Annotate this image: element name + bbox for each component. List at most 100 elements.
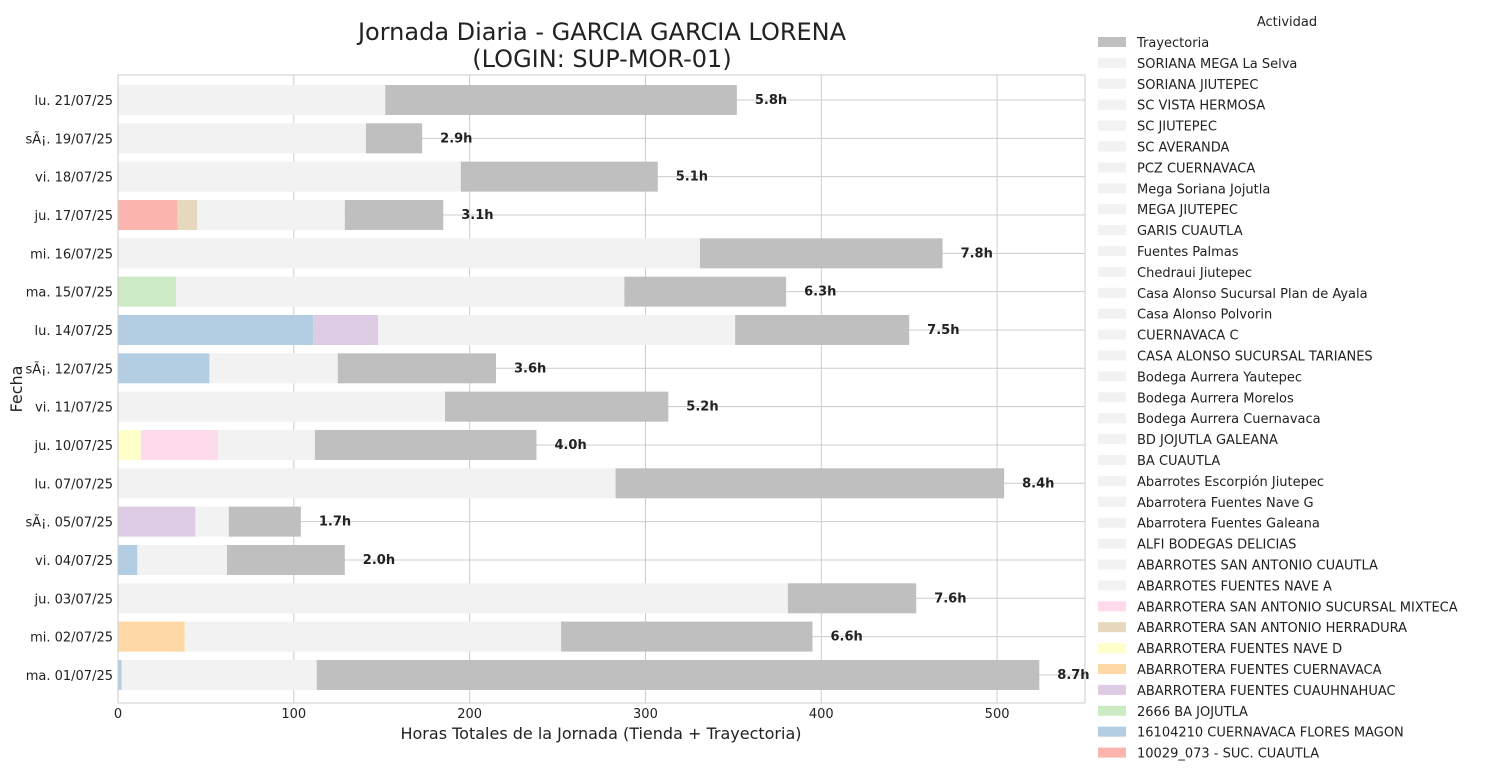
y-axis-label: Fecha: [7, 366, 26, 413]
x-tick-labels: 0 100 200 300 400 500: [114, 707, 1010, 722]
legend-entry-label: GARIS CUAUTLA: [1137, 224, 1243, 239]
bar-total-label: 7.6h: [934, 591, 966, 606]
bar-segment: [227, 544, 345, 575]
bars-group: [118, 85, 1040, 690]
bar-segment: [118, 238, 700, 269]
legend-entry-label: Abarrotes Escorpión Jiutepec: [1137, 475, 1324, 490]
x-tick-label: 300: [633, 707, 658, 722]
legend-swatch: [1098, 183, 1126, 194]
legend-swatch: [1098, 266, 1126, 277]
legend-swatch: [1098, 99, 1126, 110]
bar-total-label: 3.1h: [461, 208, 493, 223]
bar-segment: [118, 583, 788, 614]
legend-entry-label: Bodega Aurrera Cuernavaca: [1137, 412, 1321, 427]
bar-segment: [118, 353, 210, 384]
x-tick-label: 0: [114, 707, 122, 722]
bar-total-label: 1.7h: [319, 515, 351, 530]
y-tick-label: vi. 04/07/25: [35, 554, 113, 569]
legend-entry-label: ALFI BODEGAS DELICIAS: [1137, 538, 1296, 553]
legend-entry-label: ABARROTERA FUENTES CUERNAVACA: [1137, 663, 1382, 678]
legend-entry-label: BD JOJUTLA GALEANA: [1137, 433, 1278, 448]
legend-entry-label: SORIANA MEGA La Selva: [1137, 57, 1297, 72]
legend-swatch: [1098, 726, 1126, 737]
legend-entry-label: Abarrotera Fuentes Galeana: [1137, 517, 1320, 532]
legend-swatch: [1098, 455, 1126, 465]
bar-labels-group: 5.8h 2.9h 5.1h 3.1h 7.8h 6.3h 7.5h 3.6h 5.2h 4.0h…: [319, 93, 1090, 683]
legend-entry-label: ABARROTES SAN ANTONIO CUAUTLA: [1137, 559, 1378, 574]
bar-segment: [218, 429, 315, 460]
legend-swatch: [1098, 496, 1126, 507]
legend-swatch: [1098, 308, 1126, 319]
bar-segment: [615, 468, 1005, 499]
x-tick-label: 400: [809, 707, 834, 722]
legend-swatch: [1098, 559, 1126, 570]
bar-segment: [121, 659, 317, 690]
bar-total-label: 2.0h: [363, 553, 395, 568]
legend-entry-label: 16104210 CUERNAVACA FLORES MAGON: [1137, 726, 1404, 741]
legend-entry-label: Fuentes Palmas: [1137, 245, 1239, 260]
legend-swatch: [1098, 517, 1126, 528]
bar-total-label: 7.8h: [961, 246, 993, 261]
bar-segment: [118, 123, 366, 154]
x-tick-label: 200: [457, 707, 482, 722]
y-tick-label: sÃ¡. 12/07/25: [25, 361, 113, 377]
legend-swatch: [1098, 392, 1126, 403]
bar-segment: [118, 468, 616, 499]
y-tick-label: ju. 10/07/25: [33, 439, 113, 454]
y-tick-label: ma. 01/07/25: [26, 669, 113, 684]
bar-segment: [118, 621, 185, 652]
bar-total-label: 8.4h: [1022, 476, 1054, 491]
legend-entry-label: Mega Soriana Jojutla: [1137, 182, 1270, 197]
y-tick-label: vi. 11/07/25: [35, 401, 113, 416]
y-tick-label: lu. 07/07/25: [34, 477, 113, 492]
bar-segment: [787, 583, 917, 614]
bar-segment: [735, 314, 910, 345]
bar-segment: [118, 276, 177, 307]
legend-swatch: [1098, 246, 1126, 256]
bar-segment: [118, 659, 122, 690]
y-tick-label: ju. 17/07/25: [33, 209, 113, 224]
bar-segment: [337, 353, 497, 384]
bar-segment: [118, 161, 461, 192]
legend-swatch: [1098, 747, 1126, 758]
bar-segment: [228, 506, 301, 537]
legend-swatch: [1098, 684, 1126, 695]
y-tick-labels: lu. 21/07/25 sÃ¡. 19/07/25 vi. 18/07/25 ju.…: [25, 94, 113, 684]
bar-segment: [460, 161, 658, 192]
bar-segment: [118, 429, 141, 460]
x-tick-label: 100: [281, 707, 306, 722]
legend-swatch: [1098, 434, 1126, 445]
legend-swatch: [1098, 120, 1126, 131]
bar-total-label: 3.6h: [514, 361, 546, 376]
legend-swatch: [1098, 204, 1126, 215]
y-tick-label: lu. 21/07/25: [34, 94, 113, 109]
legend-swatch: [1098, 475, 1126, 486]
legend-swatch: [1098, 413, 1126, 424]
legend-entry-label: PCZ CUERNAVACA: [1137, 161, 1255, 176]
bar-segment: [195, 506, 229, 537]
bar-segment: [314, 429, 537, 460]
bar-segment: [118, 506, 196, 537]
legend-entry-label: SC VISTA HERMOSA: [1137, 99, 1265, 114]
x-axis-label: Horas Totales de la Jornada (Tienda + Tr…: [400, 724, 801, 743]
legend-swatch: [1098, 162, 1126, 173]
bar-total-label: 6.3h: [804, 285, 836, 300]
legend-swatch: [1098, 538, 1126, 549]
bar-segment: [561, 621, 813, 652]
legend-entry-label: ABARROTERA FUENTES NAVE D: [1137, 642, 1342, 657]
legend-entry-label: ABARROTES FUENTES NAVE A: [1137, 579, 1332, 594]
legend-swatch: [1098, 37, 1126, 47]
legend-swatch: [1098, 580, 1126, 591]
bar-segment: [378, 314, 736, 345]
legend-entry-label: 2666 BA JOJUTLA: [1137, 705, 1248, 720]
legend-swatch: [1098, 141, 1126, 152]
bar-total-label: 8.7h: [1057, 668, 1089, 683]
bar-total-label: 6.6h: [830, 630, 862, 645]
legend-swatch: [1098, 329, 1126, 340]
legend-entry-label: ABARROTERA SAN ANTONIO HERRADURA: [1137, 621, 1407, 636]
bar-segment: [316, 659, 1040, 690]
legend-title: Actividad: [1257, 15, 1317, 30]
legend-entry-label: 10029_073 - SUC. CUAUTLA: [1137, 747, 1319, 762]
bar-segment: [137, 544, 228, 575]
y-tick-label: sÃ¡. 19/07/25: [25, 131, 113, 147]
